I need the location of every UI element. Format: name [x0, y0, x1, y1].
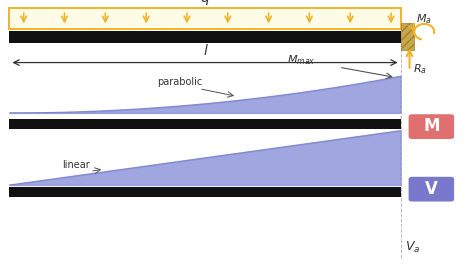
Bar — [9, 187, 401, 197]
Text: linear: linear — [62, 160, 90, 170]
Text: $V_a$: $V_a$ — [405, 240, 420, 255]
Text: l: l — [203, 45, 207, 58]
Bar — [401, 23, 414, 50]
Text: $M_{max}$: $M_{max}$ — [287, 53, 315, 67]
Bar — [9, 8, 401, 29]
Bar — [9, 31, 401, 43]
FancyBboxPatch shape — [409, 177, 454, 202]
Text: $R_a$: $R_a$ — [413, 63, 427, 76]
Text: M: M — [423, 118, 439, 135]
Text: parabolic: parabolic — [157, 77, 203, 87]
FancyBboxPatch shape — [409, 114, 454, 139]
Text: $M_a$: $M_a$ — [416, 12, 432, 26]
Text: V: V — [425, 180, 438, 198]
Text: q: q — [201, 0, 210, 5]
Bar — [9, 119, 401, 129]
